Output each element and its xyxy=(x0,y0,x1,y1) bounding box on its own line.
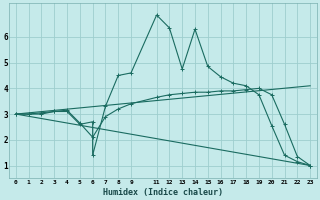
X-axis label: Humidex (Indice chaleur): Humidex (Indice chaleur) xyxy=(103,188,223,197)
